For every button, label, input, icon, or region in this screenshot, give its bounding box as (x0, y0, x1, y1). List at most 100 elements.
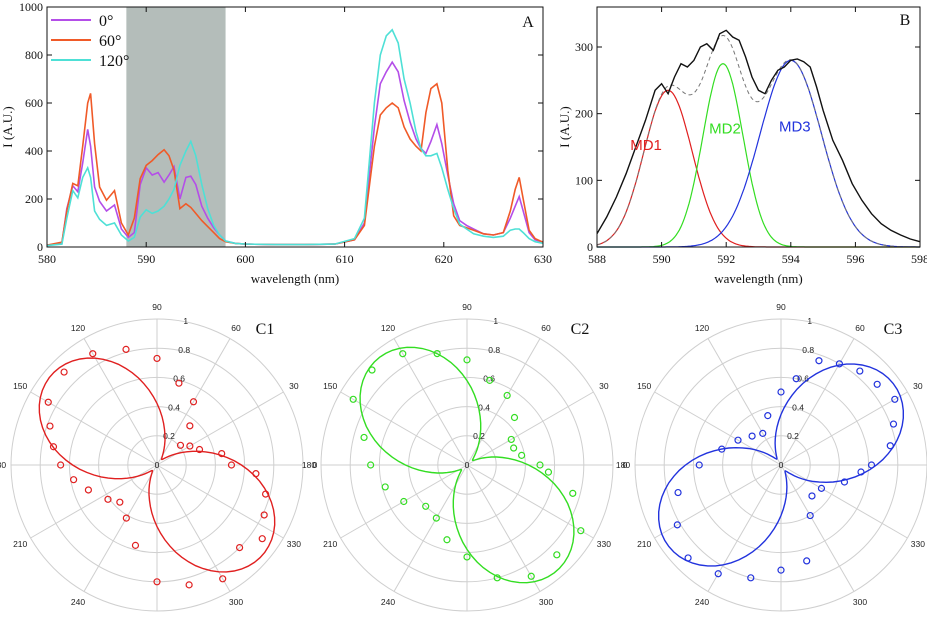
angle-label: 0 (313, 460, 318, 470)
data-point (748, 432, 756, 440)
data-point (747, 574, 755, 582)
data-point (840, 478, 849, 486)
origin-label: 0 (779, 460, 784, 470)
data-point (553, 551, 561, 559)
data-point (360, 433, 368, 442)
data-point (463, 553, 471, 561)
data-point (186, 422, 194, 430)
data-point (261, 490, 270, 498)
angle-label: 300 (539, 597, 553, 607)
panel-label-c1: C1 (256, 321, 275, 338)
data-point (815, 357, 823, 365)
polar-grid-spoke (156, 464, 284, 539)
data-point (695, 461, 703, 469)
data-point (89, 350, 97, 358)
y-tick-label: 0 (37, 240, 43, 254)
data-point (368, 366, 376, 374)
y-axis-label: I (A.U.) (0, 106, 15, 148)
angle-label: 210 (13, 539, 27, 549)
panel-label-c3: C3 (884, 321, 903, 338)
x-tick-label: 590 (137, 252, 155, 266)
angle-label: 150 (13, 381, 27, 391)
data-point (153, 578, 161, 586)
data-point (189, 398, 198, 406)
data-point (806, 511, 814, 520)
angle-label: 90 (152, 302, 162, 312)
legend-label-0: 0° (99, 13, 113, 30)
polar-grid-spoke (654, 464, 782, 539)
data-point (857, 468, 865, 476)
polar-grid-spoke (780, 391, 908, 466)
radius-label: 0.4 (792, 402, 804, 412)
data-point (432, 514, 440, 522)
x-axis-label: wavelength (nm) (714, 271, 802, 286)
radius-label: 0.6 (173, 374, 185, 384)
data-point (718, 445, 726, 453)
angle-label: 150 (637, 381, 651, 391)
angle-label: 240 (695, 597, 709, 607)
data-point (867, 461, 876, 469)
data-point (84, 486, 93, 494)
polar-grid-spoke (340, 391, 468, 466)
data-point (569, 489, 577, 497)
data-point (856, 367, 864, 375)
y-tick-label: 200 (575, 107, 593, 121)
data-point (400, 497, 408, 506)
angle-label: 330 (911, 539, 925, 549)
x-axis-label: wavelength (nm) (251, 271, 339, 286)
data-point (777, 388, 785, 396)
fit-curve (658, 363, 904, 567)
data-point (195, 445, 204, 454)
data-point (486, 376, 494, 384)
x-tick-label: 596 (846, 252, 864, 266)
data-point (835, 360, 844, 368)
x-tick-label: 580 (38, 252, 56, 266)
data-point (260, 511, 268, 519)
data-point (777, 566, 785, 574)
data-point (714, 570, 722, 578)
polar-grid-spoke (707, 464, 782, 592)
data-point (518, 451, 526, 459)
annotation-md3: MD3 (779, 118, 811, 135)
data-point (227, 461, 236, 469)
polar-grid-spoke (156, 464, 231, 592)
y-axis-label: I (A.U.) (557, 106, 572, 148)
fit-curve (38, 357, 276, 573)
angle-label: 240 (71, 597, 85, 607)
data-point (186, 442, 194, 450)
data-point (185, 581, 193, 589)
data-point (792, 375, 800, 383)
panel-c2: 03060901201501802102402703003300.20.40.6… (302, 302, 628, 612)
data-point (886, 442, 894, 450)
data-point (503, 391, 511, 400)
gaussian-md2 (597, 63, 920, 248)
angle-label: 120 (71, 323, 85, 333)
polar-grid-spoke (340, 464, 468, 539)
data-point (891, 395, 899, 403)
data-point (49, 443, 58, 451)
legend-label-2: 120° (99, 53, 129, 70)
data-point (817, 484, 826, 492)
annotation-md1: MD1 (630, 137, 662, 154)
radius-label: 0.2 (163, 431, 175, 441)
data-point (873, 380, 881, 388)
angle-label: 210 (637, 539, 651, 549)
polar-grid-spoke (707, 338, 782, 466)
angle-label: 210 (323, 539, 337, 549)
plot-frame (46, 6, 544, 248)
x-tick-label: 590 (653, 252, 671, 266)
angle-label: 300 (853, 597, 867, 607)
x-tick-label: 600 (236, 252, 254, 266)
data-point (510, 444, 518, 452)
polar-grid-spoke (466, 391, 594, 466)
polar-grid-spoke (466, 464, 594, 539)
data-point (116, 498, 124, 506)
radius-label: 0.8 (178, 345, 190, 355)
angle-label: 30 (289, 381, 299, 391)
y-tick-label: 0 (587, 240, 593, 254)
radius-label: 0.8 (802, 345, 814, 355)
series-line-0 (46, 60, 544, 246)
data-point (122, 514, 130, 522)
y-tick-label: 1000 (19, 0, 43, 14)
